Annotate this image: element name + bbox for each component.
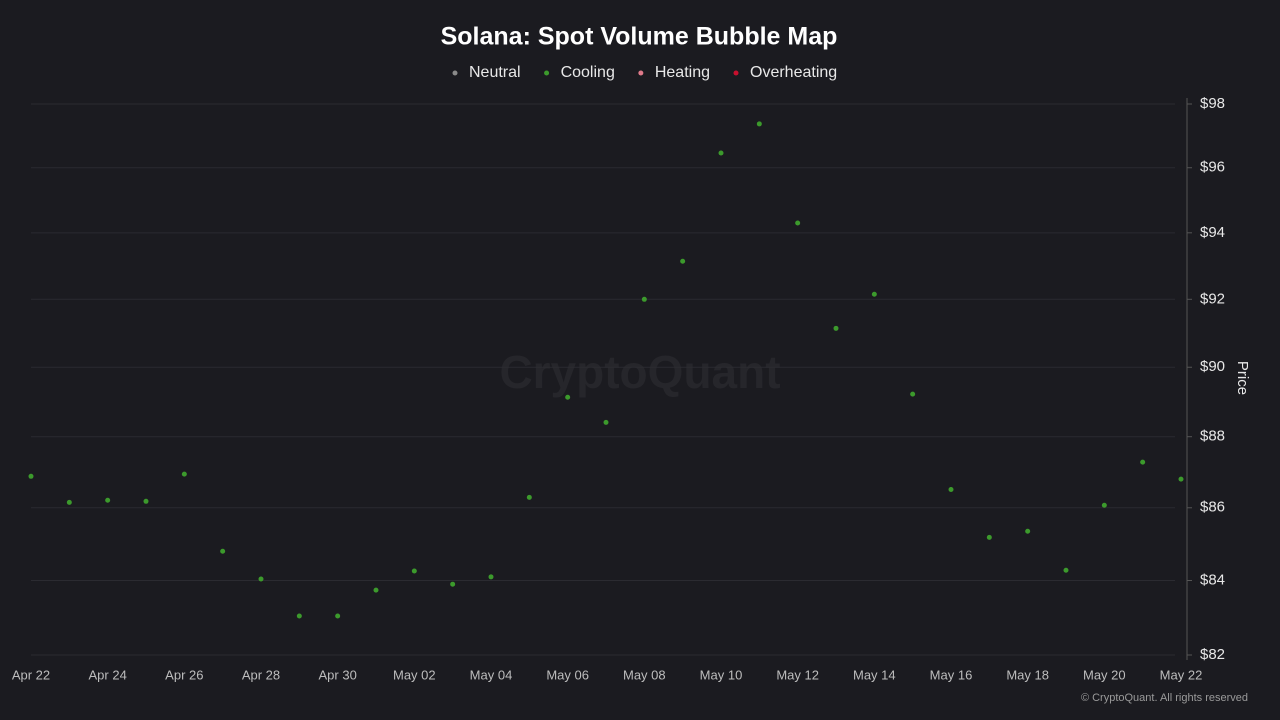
y-tick-label: $86 <box>1200 499 1225 516</box>
point <box>1025 528 1031 534</box>
legend-marker <box>638 70 644 76</box>
y-tick-label: $82 <box>1200 646 1225 663</box>
point <box>641 296 647 302</box>
point <box>756 121 762 127</box>
point <box>871 291 877 297</box>
x-tick-label: Apr 28 <box>242 667 280 682</box>
x-tick-label: May 12 <box>776 667 819 682</box>
point <box>220 548 226 554</box>
y-tick-label: $88 <box>1200 428 1225 445</box>
point <box>1140 459 1146 465</box>
point <box>603 419 609 425</box>
chart-title: Solana: Spot Volume Bubble Map <box>441 23 838 51</box>
point <box>28 473 34 479</box>
point <box>373 587 379 593</box>
legend-marker <box>544 70 550 76</box>
x-tick-label: May 06 <box>546 667 589 682</box>
point <box>411 568 417 574</box>
point <box>335 613 341 619</box>
point <box>1063 567 1069 573</box>
x-tick-label: May 04 <box>470 667 513 682</box>
x-tick-label: Apr 26 <box>165 667 203 682</box>
point <box>526 494 532 500</box>
point <box>833 325 839 331</box>
point <box>1101 502 1107 508</box>
y-tick-label: $96 <box>1200 159 1225 176</box>
legend-label: Neutral <box>469 64 521 81</box>
x-tick-label: Apr 30 <box>319 667 357 682</box>
point <box>948 486 954 492</box>
x-tick-label: Apr 24 <box>89 667 127 682</box>
x-tick-label: May 02 <box>393 667 436 682</box>
legend-marker <box>452 70 458 76</box>
point <box>66 499 72 505</box>
y-tick-label: $98 <box>1200 95 1225 112</box>
point <box>1178 476 1184 482</box>
legend-label: Cooling <box>561 64 615 81</box>
point <box>795 220 801 226</box>
point <box>450 581 456 587</box>
x-tick-label: May 20 <box>1083 667 1126 682</box>
point <box>258 576 264 582</box>
legend-marker <box>733 70 739 76</box>
x-tick-label: May 14 <box>853 667 896 682</box>
y-tick-label: $94 <box>1200 224 1225 241</box>
legend-label: Overheating <box>750 64 837 81</box>
y-tick-label: $90 <box>1200 358 1225 375</box>
x-tick-label: May 22 <box>1160 667 1203 682</box>
point <box>718 150 724 156</box>
watermark: CryptoQuant <box>499 346 780 398</box>
point <box>181 471 187 477</box>
x-tick-label: May 10 <box>700 667 743 682</box>
point <box>565 394 571 400</box>
point <box>910 391 916 397</box>
legend-label: Heating <box>655 64 710 81</box>
point <box>296 613 302 619</box>
point <box>143 498 149 504</box>
x-tick-label: May 18 <box>1006 667 1049 682</box>
point <box>105 497 111 503</box>
y-tick-label: $84 <box>1200 571 1225 588</box>
y-tick-label: $92 <box>1200 290 1225 307</box>
point <box>488 574 494 580</box>
x-tick-label: May 16 <box>930 667 973 682</box>
point <box>986 534 992 540</box>
x-tick-label: May 08 <box>623 667 666 682</box>
y-axis-title: Price <box>1234 361 1251 395</box>
x-tick-label: Apr 22 <box>12 667 50 682</box>
point <box>680 258 686 264</box>
footer: © CryptoQuant. All rights reserved <box>1081 692 1248 704</box>
